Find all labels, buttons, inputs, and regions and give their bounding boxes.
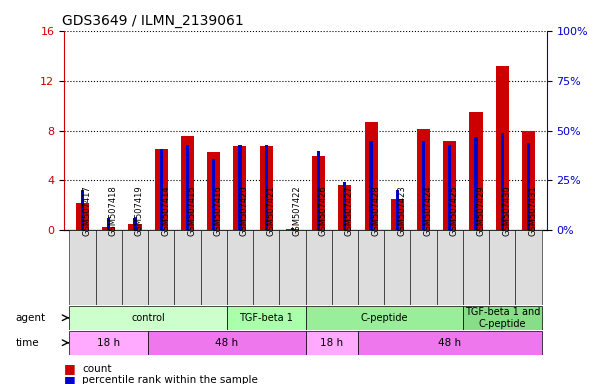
- Bar: [463, 306, 541, 330]
- Bar: [265, 144, 268, 230]
- Bar: [76, 203, 89, 230]
- Text: GSM507416: GSM507416: [214, 185, 222, 237]
- Bar: [70, 331, 148, 355]
- Text: GSM507421: GSM507421: [266, 186, 275, 237]
- Text: GSM507422: GSM507422: [293, 186, 301, 237]
- Bar: [159, 149, 163, 230]
- Bar: [186, 144, 189, 230]
- Bar: [81, 190, 84, 230]
- Text: TGF-beta 1: TGF-beta 1: [240, 313, 293, 323]
- Text: GDS3649 / ILMN_2139061: GDS3649 / ILMN_2139061: [62, 14, 244, 28]
- Bar: [312, 156, 325, 230]
- Text: GSM507427: GSM507427: [345, 185, 354, 237]
- Bar: [411, 230, 437, 305]
- Bar: [253, 230, 279, 305]
- Bar: [181, 136, 194, 230]
- Text: GSM507420: GSM507420: [240, 186, 249, 237]
- Bar: [70, 230, 96, 305]
- Bar: [474, 137, 478, 230]
- Bar: [306, 331, 358, 355]
- Text: GSM507423: GSM507423: [397, 185, 406, 237]
- Bar: [306, 230, 332, 305]
- Bar: [306, 306, 463, 330]
- Bar: [227, 306, 306, 330]
- Text: GSM507429: GSM507429: [476, 186, 485, 237]
- Bar: [396, 190, 399, 230]
- Bar: [469, 112, 483, 230]
- Text: GSM507418: GSM507418: [109, 185, 118, 237]
- Bar: [370, 141, 373, 230]
- Bar: [437, 230, 463, 305]
- Bar: [286, 229, 299, 230]
- Bar: [148, 331, 306, 355]
- Text: GSM507419: GSM507419: [135, 186, 144, 237]
- Bar: [343, 182, 346, 230]
- Bar: [102, 227, 115, 230]
- Text: TGF-beta 1 and
C-peptide: TGF-beta 1 and C-peptide: [464, 307, 540, 329]
- Bar: [391, 199, 404, 230]
- Bar: [384, 230, 411, 305]
- Text: GSM507417: GSM507417: [82, 185, 92, 237]
- Bar: [332, 230, 358, 305]
- Bar: [155, 149, 168, 230]
- Bar: [515, 230, 541, 305]
- Bar: [417, 129, 430, 230]
- Bar: [358, 331, 541, 355]
- Text: GSM507415: GSM507415: [188, 186, 197, 237]
- Bar: [522, 131, 535, 230]
- Text: C-peptide: C-peptide: [360, 313, 408, 323]
- Bar: [527, 142, 530, 230]
- Text: 48 h: 48 h: [215, 338, 238, 348]
- Bar: [260, 146, 273, 230]
- Text: ■: ■: [64, 374, 76, 384]
- Text: 18 h: 18 h: [320, 338, 343, 348]
- Bar: [128, 224, 142, 230]
- Bar: [463, 230, 489, 305]
- Bar: [200, 230, 227, 305]
- Bar: [122, 230, 148, 305]
- Text: GSM507430: GSM507430: [502, 185, 511, 237]
- Bar: [96, 230, 122, 305]
- Text: ■: ■: [64, 362, 76, 375]
- Bar: [496, 66, 509, 230]
- Bar: [500, 132, 504, 230]
- Bar: [291, 228, 294, 230]
- Bar: [212, 159, 215, 230]
- Bar: [174, 230, 200, 305]
- Bar: [233, 146, 246, 230]
- Text: GSM507428: GSM507428: [371, 185, 380, 237]
- Text: GSM507424: GSM507424: [423, 186, 433, 237]
- Bar: [317, 151, 320, 230]
- Text: GSM507426: GSM507426: [318, 185, 327, 237]
- Bar: [358, 230, 384, 305]
- Text: GSM507425: GSM507425: [450, 186, 459, 237]
- Bar: [238, 144, 241, 230]
- Text: control: control: [131, 313, 165, 323]
- Text: agent: agent: [15, 313, 45, 323]
- Text: time: time: [15, 338, 39, 348]
- Text: 48 h: 48 h: [438, 338, 461, 348]
- Bar: [279, 230, 306, 305]
- Bar: [133, 218, 137, 230]
- Text: percentile rank within the sample: percentile rank within the sample: [82, 375, 258, 384]
- Bar: [489, 230, 515, 305]
- Bar: [365, 122, 378, 230]
- Bar: [207, 152, 220, 230]
- Bar: [422, 141, 425, 230]
- Text: GSM507431: GSM507431: [529, 185, 538, 237]
- Bar: [70, 306, 227, 330]
- Bar: [227, 230, 253, 305]
- Bar: [148, 230, 174, 305]
- Bar: [107, 218, 111, 230]
- Text: count: count: [82, 364, 112, 374]
- Bar: [448, 144, 452, 230]
- Text: 18 h: 18 h: [97, 338, 120, 348]
- Text: GSM507414: GSM507414: [161, 186, 170, 237]
- Bar: [443, 141, 456, 230]
- Bar: [338, 185, 351, 230]
